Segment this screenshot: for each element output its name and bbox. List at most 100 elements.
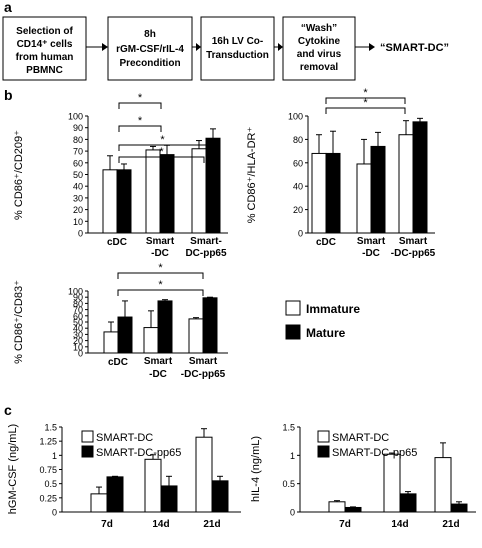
flow-step-text: Precondition — [119, 58, 180, 69]
bar-open — [102, 169, 118, 234]
x-category-label: 7d — [101, 519, 113, 530]
flow-step-text: Selection of — [16, 26, 73, 37]
bar-filled — [159, 154, 175, 234]
significance-bracket — [118, 125, 162, 132]
significance-marker: * — [138, 92, 143, 104]
flow-step-text: removal — [300, 62, 339, 73]
flow-diagram: Selection of CD14⁺ cells from human PBMN… — [2, 16, 449, 81]
flow-arrow-head — [369, 43, 375, 51]
bar-open — [398, 134, 414, 234]
bar-open — [188, 318, 204, 354]
y-axis-label: % CD86⁺/HLA-DR⁺ — [246, 127, 258, 224]
significance-bracket — [118, 102, 162, 109]
y-tick-label: 0.5 — [282, 479, 295, 489]
bar-filled — [399, 493, 417, 513]
bar-filled — [205, 137, 221, 234]
chart-hil-4: 0 0.5 1 1.5 hIL-4 (ng/mL) 7d 14d 21d SMART-DC SMA… — [250, 423, 476, 530]
x-category-label: Smart — [399, 236, 428, 247]
chart-hgm-csf: 0 0.25 0.5 0.75 1 1.25 1.5 hGM-CSF (ng/mL) 7d 14d… — [7, 423, 241, 530]
y-tick-label: 70 — [73, 147, 83, 157]
legend-label-immature: Immature — [306, 302, 360, 316]
y-tick-label: 30 — [73, 193, 83, 203]
flow-step-text: from human — [16, 52, 74, 63]
flow-step-box — [282, 16, 356, 81]
bar-open — [328, 501, 346, 513]
bar-open — [145, 149, 161, 234]
bar-open — [383, 453, 401, 513]
significance-marker: * — [158, 279, 163, 291]
y-tick-label: 40 — [73, 182, 83, 192]
flow-step-text: 16h LV Co- — [212, 36, 263, 47]
flow-step-text: rGM-CSF/rIL-4 — [116, 44, 184, 55]
significance-marker: * — [363, 87, 368, 99]
y-tick-label: 60 — [73, 158, 83, 168]
x-category-label: DC-pp65 — [185, 248, 227, 259]
significance-marker: * — [363, 97, 368, 109]
x-category-label: cDC — [107, 237, 127, 248]
bar-filled — [412, 121, 428, 234]
bar-filled — [211, 480, 229, 513]
y-tick-label: 40 — [293, 182, 303, 192]
x-category-label: Smart — [144, 356, 173, 367]
panel-a-label: a — [4, 0, 12, 15]
x-category-label: 14d — [391, 519, 408, 530]
y-tick-label: 10 — [73, 342, 83, 352]
y-tick-label: 1 — [52, 451, 57, 461]
bar-open — [143, 327, 159, 354]
legend-swatch — [81, 430, 94, 443]
y-tick-label: 1.5 — [44, 423, 57, 433]
flow-step-box — [107, 16, 193, 81]
legend-swatch-immature — [285, 300, 301, 316]
bar-filled — [370, 145, 386, 234]
legend-label: SMART-DC-pp65 — [96, 447, 181, 459]
bar-open — [195, 436, 213, 513]
x-category-label: cDC — [108, 357, 128, 368]
y-tick-label: 60 — [293, 158, 303, 168]
y-tick-label: 1 — [290, 451, 295, 461]
significance-marker: * — [159, 146, 164, 158]
y-tick-label: 1.5 — [282, 423, 295, 433]
bar-filled — [116, 169, 132, 234]
y-tick-label: 0.5 — [44, 479, 57, 489]
significance-bracket — [118, 144, 207, 151]
legend-swatch — [81, 445, 94, 458]
y-tick-label: 80 — [293, 135, 303, 145]
flow-arrow-head — [196, 43, 201, 51]
legend-label: SMART-DC — [332, 432, 389, 444]
bar-filled — [344, 506, 362, 513]
y-tick-label: 0.75 — [39, 465, 57, 475]
y-tick-label: 50 — [73, 318, 83, 328]
y-axis-label: % CD86⁺/CD209⁺ — [13, 130, 25, 220]
bar-filled — [450, 503, 468, 513]
x-category-label: -DC-pp65 — [391, 248, 436, 259]
legend-label: SMART-DC-pp65 — [332, 447, 417, 459]
significance-bracket — [117, 272, 204, 279]
flow-step-text: PBMNC — [26, 65, 63, 76]
x-category-label: -DC — [151, 248, 169, 259]
y-tick-label: 20 — [293, 205, 303, 215]
y-tick-label: 0 — [52, 508, 57, 518]
x-category-label: 14d — [152, 519, 169, 530]
y-tick-label: 80 — [73, 299, 83, 309]
significance-bracket — [325, 107, 406, 114]
flow-arrow-head — [102, 43, 108, 51]
y-axis-label: hGM-CSF (ng/mL) — [7, 424, 19, 514]
legend-swatch-mature — [285, 324, 301, 340]
flow-step-box — [200, 16, 275, 81]
x-category-label: -DC — [362, 248, 380, 259]
y-tick-label: 30 — [73, 330, 83, 340]
flow-step-text: 8h — [144, 29, 156, 40]
y-tick-label: 10 — [73, 217, 83, 227]
bar-open — [103, 331, 119, 354]
significance-marker: * — [158, 262, 163, 274]
significance-marker: * — [160, 134, 165, 146]
y-tick-label: 100 — [68, 287, 83, 297]
y-tick-label: 100 — [68, 112, 83, 122]
bar-filled — [157, 300, 173, 354]
legend-swatch — [317, 430, 330, 443]
y-axis-label: % CD86⁺/CD83⁺ — [13, 280, 25, 364]
bar-open — [434, 457, 452, 513]
y-tick-label: 0 — [290, 508, 295, 518]
